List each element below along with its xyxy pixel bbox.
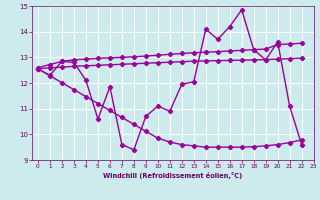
X-axis label: Windchill (Refroidissement éolien,°C): Windchill (Refroidissement éolien,°C): [103, 172, 243, 179]
